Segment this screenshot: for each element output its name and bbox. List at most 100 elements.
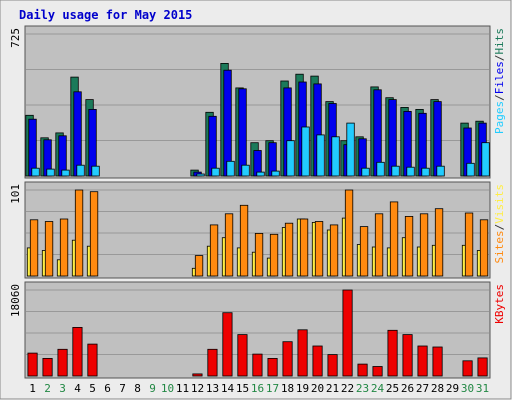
axis-max-label: 725 [9, 28, 22, 48]
day-label: 2 [44, 382, 51, 395]
bar-pages-day-25 [391, 165, 400, 177]
day-label: 4 [74, 382, 81, 395]
bar-sites-day-20 [314, 221, 324, 277]
bar-kbytes-day-20 [312, 345, 323, 377]
bar-sites-day-16 [254, 232, 264, 277]
bar-kbytes-day-16 [252, 353, 263, 377]
bar-files-day-4 [73, 91, 82, 177]
axis-max-label: 18060 [9, 284, 22, 317]
bar-sites-day-4 [74, 189, 84, 277]
bar-sites-day-27 [419, 213, 429, 277]
bar-kbytes-day-18 [282, 341, 293, 377]
bar-kbytes-day-21 [327, 354, 338, 377]
bar-sites-day-15 [239, 204, 249, 277]
bar-kbytes-day-13 [207, 348, 218, 377]
bar-pages-day-3 [61, 169, 70, 177]
bar-pages-day-16 [256, 171, 265, 177]
day-label: 26 [401, 382, 414, 395]
bar-kbytes-day-23 [357, 363, 368, 377]
day-label: 11 [176, 382, 189, 395]
legend: KBytes [493, 284, 506, 324]
bar-sites-day-1 [29, 219, 39, 277]
day-label: 27 [416, 382, 429, 395]
bar-pages-day-15 [241, 164, 250, 177]
legend-separator: / [493, 224, 506, 231]
bar-sites-day-26 [404, 215, 414, 277]
day-label: 18 [281, 382, 294, 395]
bar-kbytes-day-4 [72, 326, 83, 377]
bar-files-day-25 [388, 99, 397, 177]
bar-pages-day-1 [31, 167, 40, 177]
bar-pages-day-23 [361, 167, 370, 177]
bar-files-day-27 [418, 112, 427, 177]
bar-sites-day-3 [59, 218, 69, 277]
bar-sites-day-23 [359, 226, 369, 277]
axis-max-label: 101 [9, 184, 22, 204]
day-label: 16 [251, 382, 264, 395]
day-label: 30 [461, 382, 474, 395]
day-label: 22 [341, 382, 354, 395]
bar-kbytes-day-30 [462, 360, 473, 377]
day-label: 28 [431, 382, 444, 395]
bar-pages-day-17 [271, 170, 280, 177]
bar-kbytes-day-27 [417, 345, 428, 377]
bar-sites-day-24 [374, 213, 384, 277]
bar-kbytes-day-24 [372, 366, 383, 377]
bar-pages-day-20 [316, 134, 325, 177]
bar-kbytes-day-31 [477, 357, 488, 377]
legend-separator: / [493, 55, 506, 62]
day-label: 19 [296, 382, 309, 395]
legend-files: Files [493, 61, 506, 94]
bar-sites-day-17 [269, 233, 279, 277]
bar-kbytes-day-25 [387, 329, 398, 377]
day-labels: 1 2 3 4 5 6 7 8 9 10 11 12 13 14 15 16 17 18 19 20 21 22 23 24 2… [29, 382, 489, 395]
bar-files-day-15 [238, 88, 247, 177]
day-label: 31 [476, 382, 489, 395]
bar-kbytes-day-22 [342, 289, 353, 377]
day-label: 20 [311, 382, 324, 395]
bar-files-day-14 [223, 69, 232, 177]
legend-kbytes: KBytes [493, 284, 506, 324]
bar-pages-day-22 [346, 122, 355, 177]
bar-pages-day-2 [46, 168, 55, 177]
bar-files-day-13 [208, 115, 217, 177]
day-label: 9 [149, 382, 156, 395]
day-label: 13 [206, 382, 219, 395]
bar-files-day-1 [28, 118, 37, 177]
bar-files-day-28 [433, 101, 442, 177]
day-label: 10 [161, 382, 174, 395]
bar-pages-day-24 [376, 161, 385, 177]
bar-kbytes-day-5 [87, 343, 98, 377]
bar-pages-day-26 [406, 166, 415, 177]
day-label: 5 [89, 382, 96, 395]
series-pages [31, 122, 490, 177]
bar-pages-day-18 [286, 140, 295, 177]
bar-pages-day-28 [436, 165, 445, 177]
bar-kbytes-day-2 [42, 357, 53, 377]
legend-visits: Visits [493, 184, 506, 224]
day-label: 8 [134, 382, 141, 395]
bar-kbytes-day-19 [297, 329, 308, 377]
bar-pages-day-30 [466, 162, 475, 177]
day-label: 15 [236, 382, 249, 395]
bar-pages-day-19 [301, 126, 310, 177]
bar-sites-day-14 [224, 213, 234, 277]
bar-sites-day-31 [479, 219, 489, 277]
panel-bottom: 18060 KBytes [9, 281, 506, 379]
legend: Sites/Visits [493, 184, 506, 264]
series-sites [29, 189, 489, 277]
day-label: 23 [356, 382, 369, 395]
bar-sites-day-5 [89, 191, 99, 277]
day-label: 24 [371, 382, 385, 395]
bar-kbytes-day-28 [432, 346, 443, 377]
day-label: 25 [386, 382, 399, 395]
day-label: 21 [326, 382, 339, 395]
bar-kbytes-day-1 [27, 352, 38, 377]
bar-sites-day-21 [329, 224, 339, 277]
chart-title: Daily usage for May 2015 [19, 8, 192, 22]
bar-sites-day-19 [299, 218, 309, 277]
